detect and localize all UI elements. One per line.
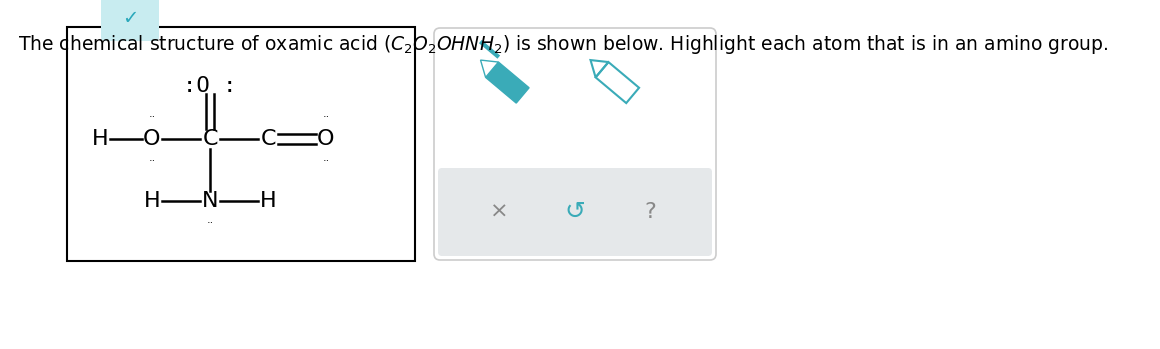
FancyBboxPatch shape (434, 28, 716, 260)
Text: C: C (260, 129, 276, 149)
Text: The chemical structure of oxamic acid $(C_2O_2OHNH_2)$ is shown below. Highlight: The chemical structure of oxamic acid $(… (19, 32, 1109, 55)
Text: ×: × (490, 202, 509, 222)
Text: O: O (143, 129, 161, 149)
Polygon shape (486, 62, 529, 103)
Text: ··: ·· (322, 112, 329, 122)
Text: C: C (202, 129, 218, 149)
Text: ✓: ✓ (122, 9, 138, 29)
Polygon shape (480, 60, 499, 77)
FancyBboxPatch shape (438, 168, 712, 256)
Text: O: O (317, 129, 335, 149)
Text: :O :: :O : (183, 76, 237, 96)
Text: H: H (144, 191, 160, 211)
Text: N: N (202, 191, 218, 211)
FancyBboxPatch shape (101, 0, 159, 41)
Text: ↺: ↺ (565, 200, 586, 224)
Text: ··: ·· (148, 112, 155, 122)
Text: H: H (92, 129, 108, 149)
Text: ··: ·· (206, 218, 213, 228)
Text: ··: ·· (148, 156, 155, 166)
Text: H: H (260, 191, 276, 211)
Text: ?: ? (645, 202, 657, 222)
Text: ··: ·· (322, 156, 329, 166)
Bar (67, 27, 415, 261)
